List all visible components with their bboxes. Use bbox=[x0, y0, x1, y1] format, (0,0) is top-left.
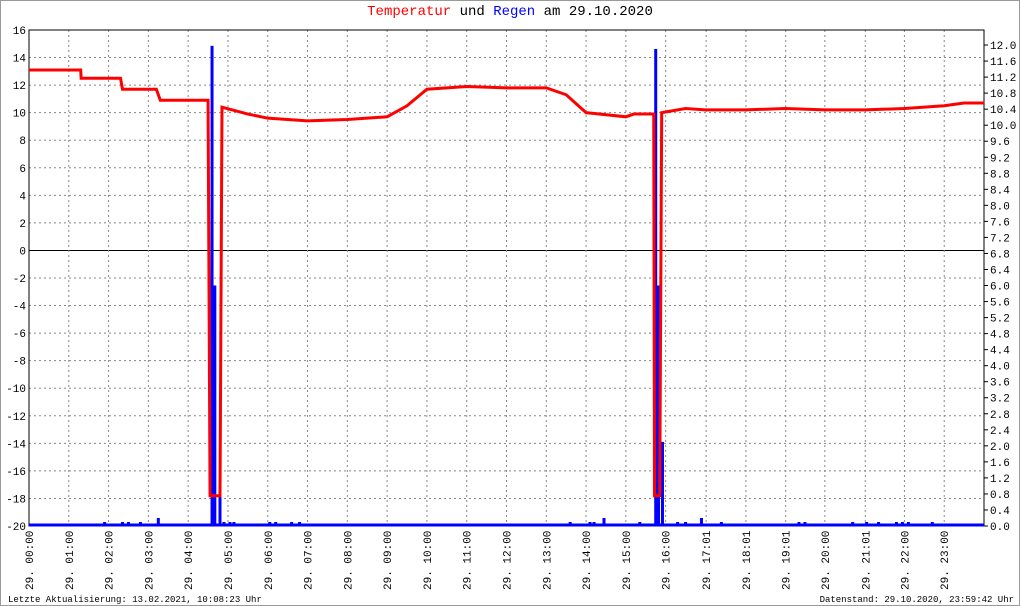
y-tick-label: 8 bbox=[19, 136, 26, 148]
y2-tick-label: 4.8 bbox=[990, 330, 1010, 342]
y2-tick-label: 4.4 bbox=[990, 346, 1010, 358]
y2-tick-label: 9.6 bbox=[990, 137, 1010, 149]
x-tick-label: 29. 13:00 bbox=[542, 531, 554, 590]
y2-tick-label: 0.8 bbox=[990, 490, 1010, 502]
y2-tick-label: 11.2 bbox=[990, 73, 1016, 85]
y2-tick-label: 1.2 bbox=[990, 474, 1010, 486]
footer-right: Datenstand: 29.10.2020, 23:59:42 Uhr bbox=[820, 595, 1014, 605]
title-part: Temperatur bbox=[367, 4, 451, 20]
x-tick-label: 29. 00:00 bbox=[25, 531, 37, 590]
temperature-line bbox=[29, 68, 984, 498]
y-tick-label: 16 bbox=[13, 26, 26, 38]
x-tick-label: 29. 17:01 bbox=[702, 530, 714, 590]
x-tick-label: 29. 22:00 bbox=[900, 531, 912, 590]
x-tick-label: 29. 23:00 bbox=[940, 531, 952, 590]
y2-tick-label: 5.6 bbox=[990, 298, 1010, 310]
y2-tick-label: 4.0 bbox=[990, 362, 1010, 374]
x-tick-label: 29. 16:00 bbox=[662, 531, 674, 590]
x-tick-label: 29. 14:00 bbox=[582, 531, 594, 590]
x-tick-label: 29. 06:00 bbox=[264, 531, 276, 590]
y2-tick-label: 10.8 bbox=[990, 89, 1016, 101]
x-tick-label: 29. 09:00 bbox=[383, 531, 395, 590]
y2-tick-label: 8.4 bbox=[990, 185, 1010, 197]
y2-tick-label: 0.4 bbox=[990, 506, 1010, 518]
x-tick-label: 29. 12:00 bbox=[503, 531, 515, 590]
chart-title: Temperatur und Regen am 29.10.2020 bbox=[367, 4, 653, 20]
x-tick-label: 29. 19:01 bbox=[782, 530, 794, 590]
x-tick-label: 29. 20:00 bbox=[821, 531, 833, 590]
x-tick-label: 29. 18:01 bbox=[742, 530, 754, 590]
y-tick-label: 0 bbox=[19, 246, 26, 258]
y2-tick-label: 12.0 bbox=[990, 41, 1016, 53]
y-tick-label: 14 bbox=[13, 54, 27, 66]
x-tick-label: 29. 01:00 bbox=[65, 531, 77, 590]
x-tick-label: 29. 04:00 bbox=[184, 531, 196, 590]
y2-tick-label: 11.6 bbox=[990, 57, 1016, 69]
y-tick-label: -10 bbox=[6, 384, 26, 396]
y-tick-label: -20 bbox=[6, 522, 26, 534]
title-part: am 29.10.2020 bbox=[544, 4, 653, 20]
y2-tick-label: 9.2 bbox=[990, 153, 1010, 165]
title-part: und bbox=[460, 4, 485, 20]
y2-tick-label: 1.6 bbox=[990, 458, 1010, 470]
x-tick-label: 29. 03:00 bbox=[144, 531, 156, 590]
y-tick-label: 12 bbox=[13, 81, 26, 93]
y-tick-label: -18 bbox=[6, 494, 26, 506]
y2-tick-label: 10.0 bbox=[990, 121, 1016, 133]
y2-tick-label: 7.2 bbox=[990, 233, 1010, 245]
x-tick-label: 29. 05:00 bbox=[224, 531, 236, 590]
x-tick-label: 29. 10:00 bbox=[423, 531, 435, 590]
x-tick-label: 29. 08:00 bbox=[343, 531, 355, 590]
y2-tick-label: 0.0 bbox=[990, 522, 1010, 534]
y2-tick-label: 3.2 bbox=[990, 394, 1010, 406]
y-tick-label: 10 bbox=[13, 109, 26, 121]
y-tick-label: 4 bbox=[19, 191, 26, 203]
y2-tick-label: 10.4 bbox=[990, 105, 1017, 117]
x-tick-label: 29. 02:00 bbox=[105, 531, 117, 590]
y2-tick-label: 8.8 bbox=[990, 169, 1010, 181]
footer-left: Letzte Aktualisierung: 13.02.2021, 10:08… bbox=[8, 595, 262, 605]
y-tick-label: -4 bbox=[13, 302, 27, 314]
x-tick-label: 29. 15:00 bbox=[622, 531, 634, 590]
title-part: Regen bbox=[493, 4, 535, 20]
y2-tick-label: 6.8 bbox=[990, 249, 1010, 261]
y-tick-label: -14 bbox=[6, 439, 26, 451]
x-tick-label: 29. 21:01 bbox=[861, 530, 873, 590]
y-tick-label: -8 bbox=[13, 357, 26, 369]
y2-tick-label: 2.8 bbox=[990, 410, 1010, 422]
y2-tick-label: 6.4 bbox=[990, 265, 1010, 277]
y2-tick-label: 2.0 bbox=[990, 442, 1010, 454]
y2-tick-label: 8.0 bbox=[990, 201, 1010, 213]
y2-tick-label: 5.2 bbox=[990, 314, 1010, 326]
y-tick-label: -16 bbox=[6, 467, 26, 479]
y2-tick-label: 6.0 bbox=[990, 282, 1010, 294]
y-tick-label: -12 bbox=[6, 412, 26, 424]
y-tick-label: -2 bbox=[13, 274, 26, 286]
y2-tick-label: 2.4 bbox=[990, 426, 1010, 438]
y2-tick-label: 3.6 bbox=[990, 378, 1010, 390]
y-tick-label: 6 bbox=[19, 164, 26, 176]
x-tick-label: 29. 07:00 bbox=[304, 531, 316, 590]
y2-tick-label: 7.6 bbox=[990, 217, 1010, 229]
y-tick-label: 2 bbox=[19, 219, 26, 231]
y-tick-label: -6 bbox=[13, 329, 26, 341]
x-tick-label: 29. 11:00 bbox=[463, 531, 475, 590]
